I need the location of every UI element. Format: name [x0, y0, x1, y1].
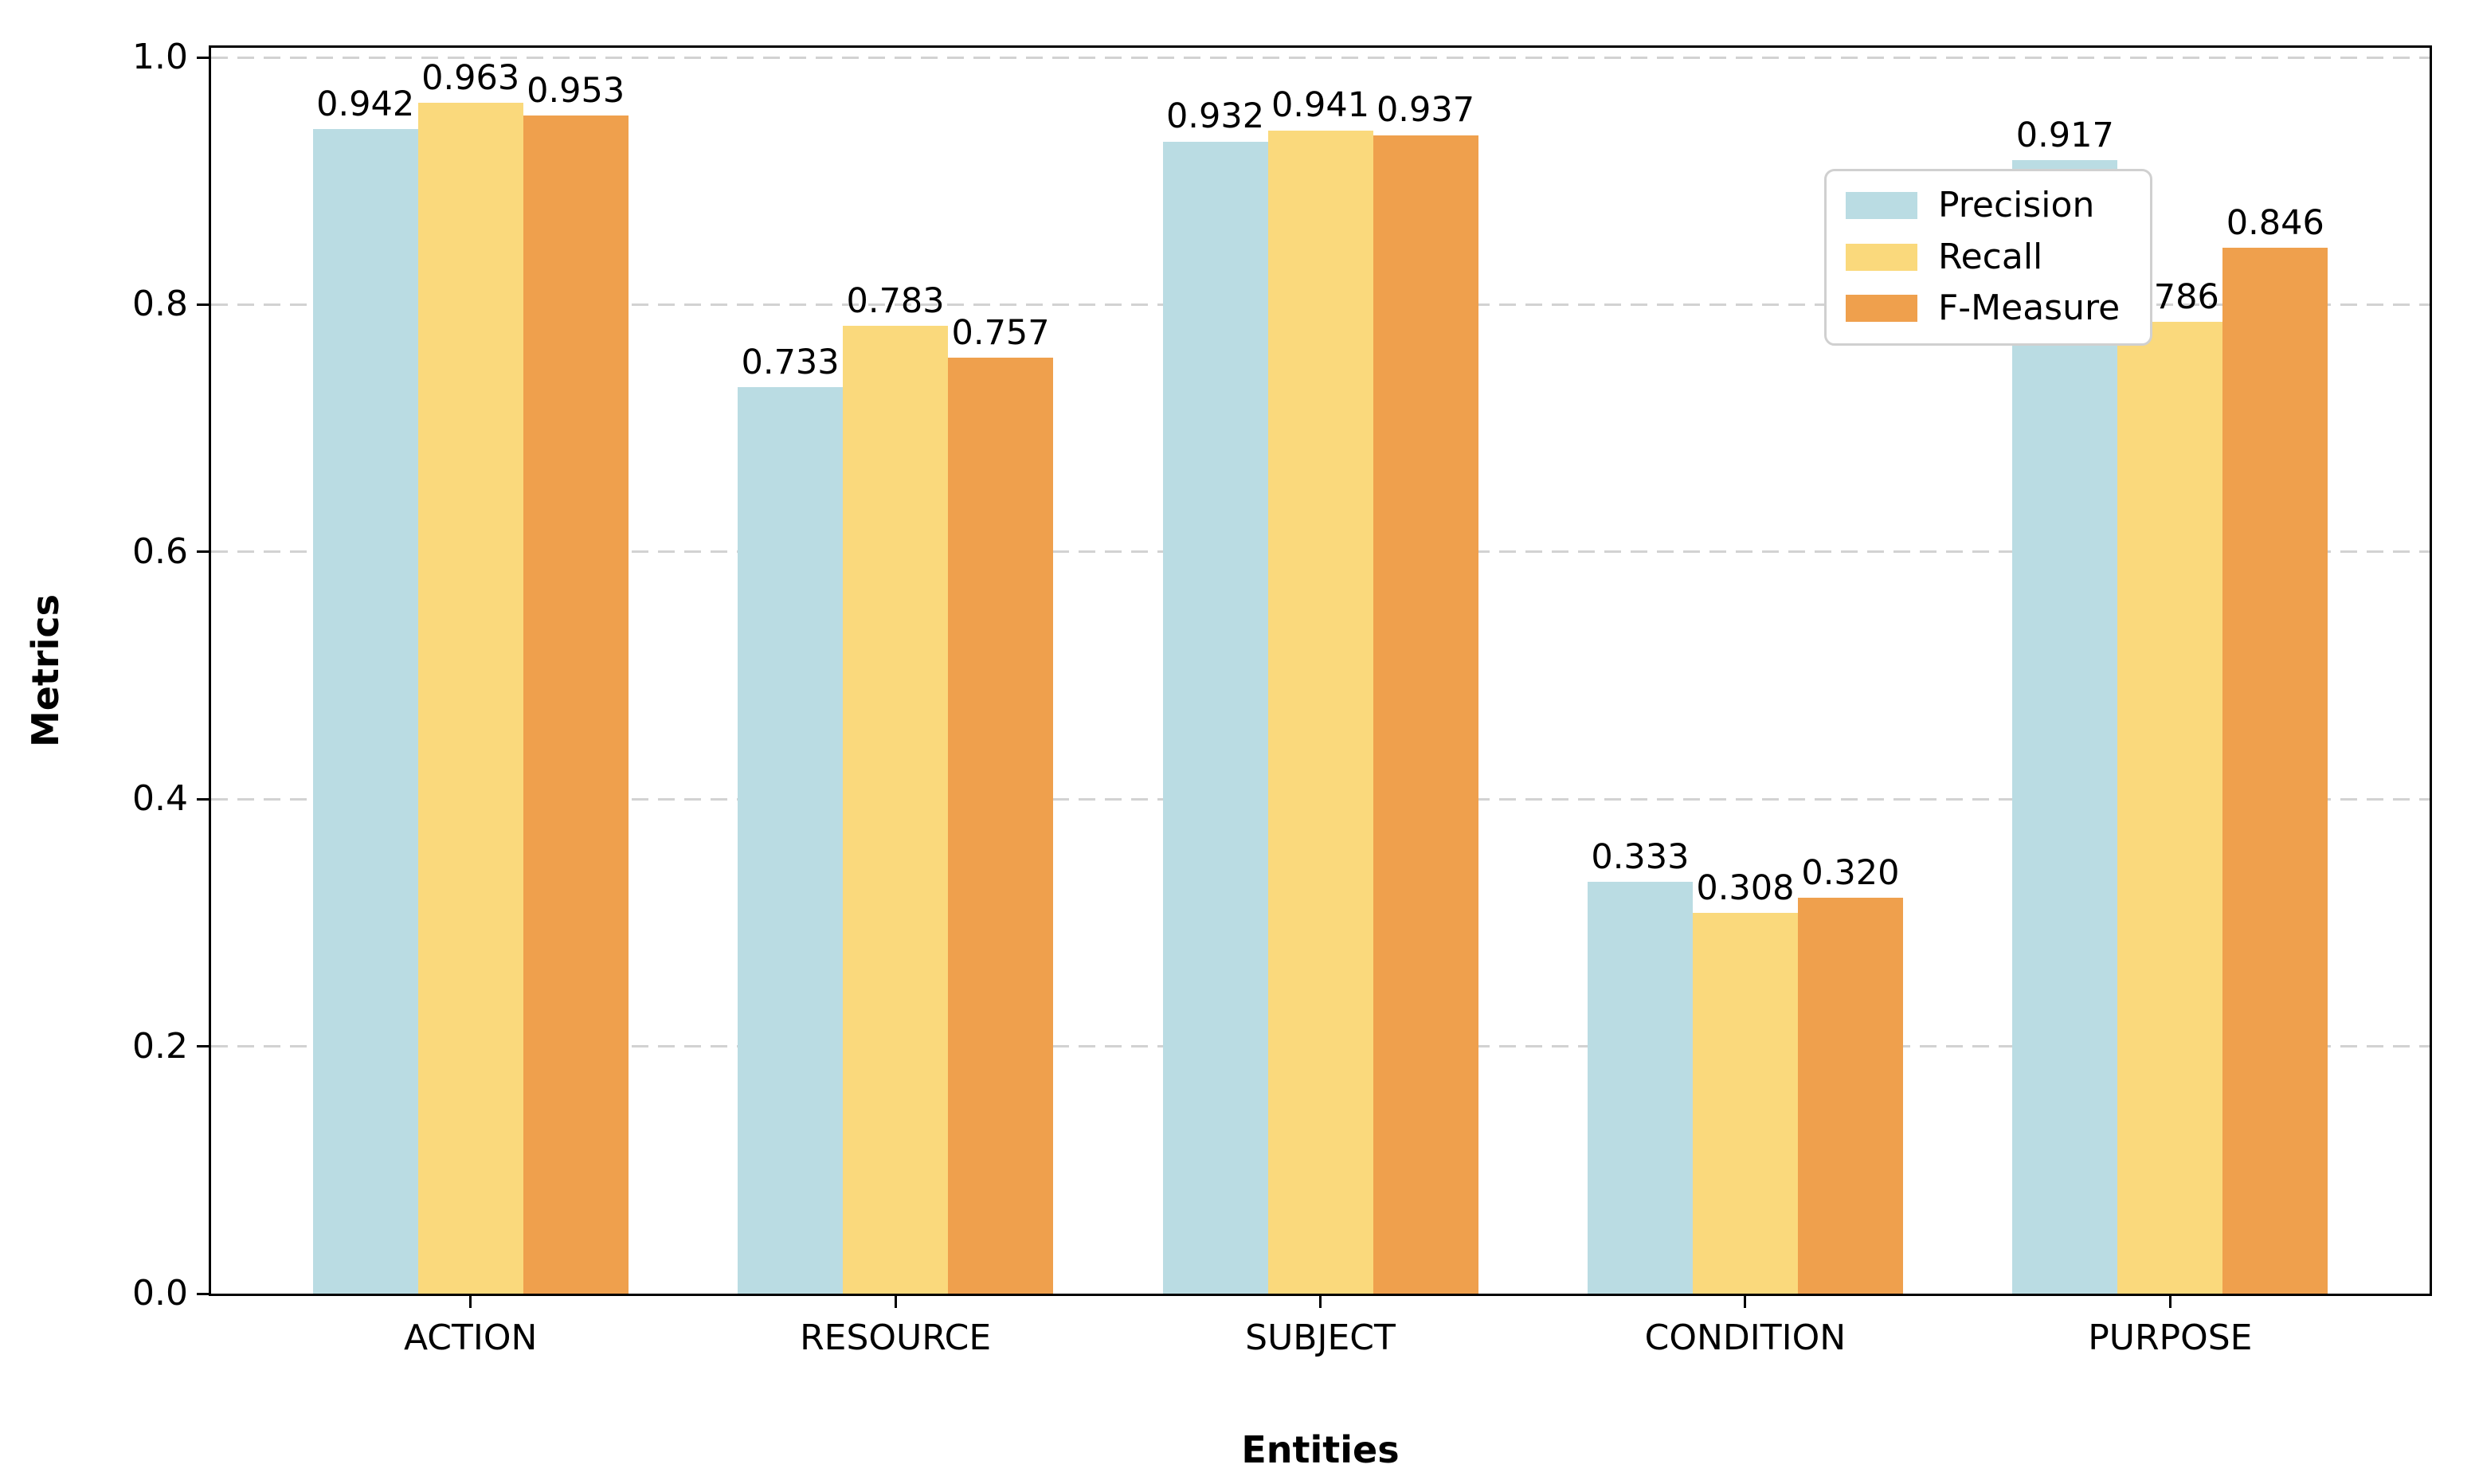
bar-f-measure-action: 0.953 — [523, 72, 629, 1294]
legend-item-precision: Precision — [1846, 185, 2120, 226]
y-tick-mark — [197, 1045, 209, 1048]
gridline-y-1.0 — [211, 56, 2430, 59]
bar-rect — [1162, 141, 1268, 1294]
bar-f-measure-condition: 0.320 — [1797, 853, 1903, 1294]
bar-recall-subject: 0.941 — [1267, 85, 1373, 1294]
x-tick-action: ACTION — [258, 1296, 683, 1357]
y-tick-label: 0.2 — [132, 1025, 188, 1067]
bar-group-resource: 0.733 0.783 0.757 — [683, 48, 1107, 1294]
plot-area: 0.942 0.963 0.953 0.733 0.783 0.757 0.932 0.941… — [209, 45, 2432, 1296]
legend-swatch-f-measure — [1846, 295, 1917, 323]
bar-value-label: 0.320 — [1801, 853, 1900, 894]
bar-rect — [2222, 248, 2328, 1294]
legend-label: Recall — [1938, 236, 2043, 277]
y-tick-mark — [197, 1292, 209, 1295]
y-tick-mark — [197, 550, 209, 554]
bar-precision-resource: 0.733 — [738, 343, 844, 1294]
bar-value-label: 0.846 — [2226, 202, 2324, 243]
y-tick-label: 0.6 — [132, 531, 188, 572]
x-tick-mark — [469, 1296, 472, 1308]
bar-precision-condition: 0.333 — [1587, 836, 1693, 1294]
y-tick-mark — [197, 56, 209, 59]
bar-value-label: 0.308 — [1696, 867, 1795, 908]
bar-rect — [1692, 912, 1798, 1294]
bar-value-label: 0.757 — [951, 312, 1050, 353]
x-tick-label: ACTION — [403, 1318, 538, 1358]
x-tick-label: RESOURCE — [800, 1318, 992, 1358]
bar-rect — [948, 358, 1054, 1294]
bar-value-label: 0.733 — [741, 343, 840, 383]
legend: Precision Recall F-Measure — [1824, 169, 2153, 346]
bar-recall-action: 0.963 — [417, 58, 523, 1294]
legend-swatch-recall — [1846, 243, 1917, 271]
x-tick-mark — [1319, 1296, 1322, 1308]
bar-recall-purpose: 0.786 — [2117, 278, 2223, 1294]
bar-value-label: 0.937 — [1376, 90, 1475, 131]
x-axis: ACTION RESOURCE SUBJECT CONDITION PURPOSE — [211, 1296, 2430, 1357]
legend-item-recall: Recall — [1846, 237, 2120, 278]
y-tick-label: 0.4 — [132, 778, 188, 820]
bar-rect — [2117, 322, 2223, 1294]
bar-group-condition: 0.333 0.308 0.320 — [1533, 48, 1957, 1294]
bar-group-subject: 0.932 0.941 0.937 — [1108, 48, 1533, 1294]
y-tick-mark — [197, 303, 209, 306]
y-tick-label: 1.0 — [132, 37, 188, 77]
bar-value-label: 0.333 — [1591, 836, 1690, 877]
legend-label: F-Measure — [1938, 288, 2121, 329]
x-axis-title: Entities — [1241, 1428, 1400, 1471]
bar-rect — [1373, 135, 1478, 1294]
x-tick-mark — [1744, 1296, 1747, 1308]
bar-f-measure-purpose: 0.846 — [2222, 202, 2328, 1294]
y-tick-mark — [197, 797, 209, 801]
bar-recall-resource: 0.783 — [843, 280, 949, 1294]
bar-rect — [1267, 130, 1373, 1294]
bar-value-label: 0.963 — [421, 58, 520, 99]
bar-f-measure-resource: 0.757 — [948, 312, 1054, 1294]
bar-precision-purpose: 0.917 — [2012, 115, 2118, 1294]
x-tick-condition: CONDITION — [1533, 1296, 1957, 1357]
bar-rect — [1797, 898, 1903, 1294]
bar-rect — [738, 387, 844, 1294]
x-tick-mark — [2168, 1296, 2171, 1308]
bar-f-measure-subject: 0.937 — [1373, 92, 1478, 1294]
x-tick-purpose: PURPOSE — [1958, 1296, 2383, 1357]
bar-value-label: 0.932 — [1165, 96, 1265, 137]
x-tick-mark — [894, 1296, 897, 1308]
x-tick-resource: RESOURCE — [683, 1296, 1107, 1357]
bar-rect — [312, 129, 418, 1294]
bar-group-action: 0.942 0.963 0.953 — [258, 48, 683, 1294]
bar-groups: 0.942 0.963 0.953 0.733 0.783 0.757 0.932 0.941… — [211, 48, 2430, 1294]
x-tick-label: PURPOSE — [2088, 1318, 2253, 1358]
bar-rect — [843, 325, 949, 1294]
bar-value-label: 0.917 — [2015, 115, 2114, 155]
bar-group-purpose: 0.917 0.786 0.846 — [1958, 48, 2383, 1294]
bar-rect — [523, 115, 629, 1294]
y-tick-label: 0.0 — [132, 1273, 188, 1314]
x-tick-label: CONDITION — [1644, 1318, 1846, 1358]
legend-label: Precision — [1938, 185, 2095, 225]
bar-rect — [1587, 882, 1693, 1294]
bar-precision-subject: 0.932 — [1162, 96, 1268, 1294]
bar-value-label: 0.941 — [1271, 85, 1370, 126]
x-tick-label: SUBJECT — [1245, 1318, 1396, 1358]
legend-swatch-precision — [1846, 192, 1917, 220]
bar-recall-condition: 0.308 — [1692, 867, 1798, 1294]
x-tick-subject: SUBJECT — [1108, 1296, 1533, 1357]
bar-rect — [417, 103, 523, 1294]
bar-rect — [2012, 159, 2118, 1294]
legend-item-f-measure: F-Measure — [1846, 288, 2120, 329]
bar-value-label: 0.953 — [527, 70, 625, 111]
y-tick-label: 0.8 — [132, 284, 188, 325]
y-axis: 0.0 0.2 0.4 0.6 0.8 1.0 — [0, 40, 209, 1311]
bar-value-label: 0.783 — [846, 280, 945, 321]
bar-value-label: 0.942 — [316, 84, 415, 124]
bar-precision-action: 0.942 — [312, 84, 418, 1294]
